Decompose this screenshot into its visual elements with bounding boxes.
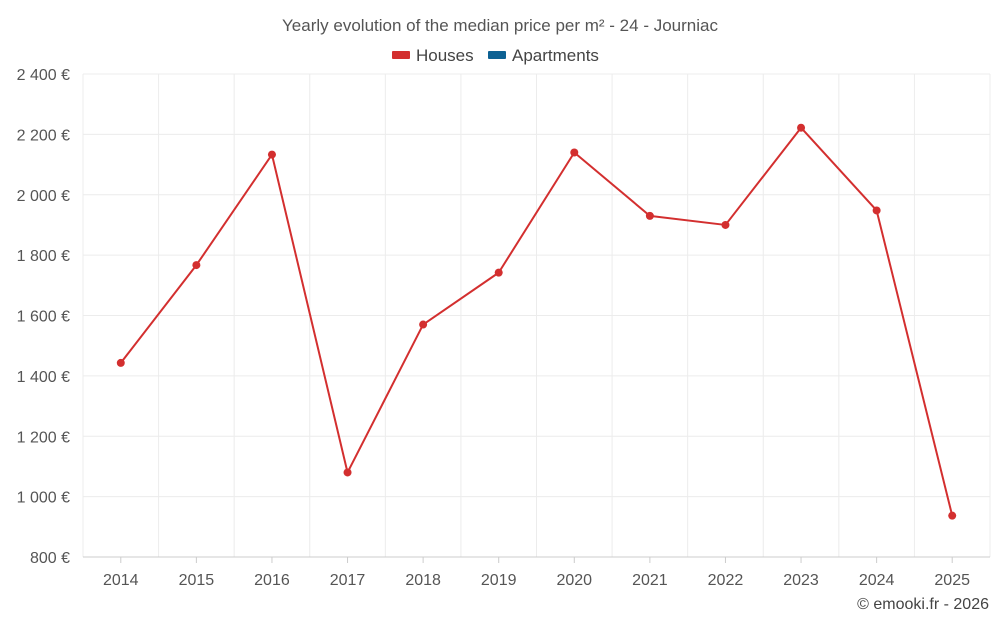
credit-text: © emooki.fr - 2026: [857, 596, 989, 613]
legend-label-houses: Houses: [416, 46, 474, 65]
x-tick-label: 2023: [783, 572, 819, 589]
legend-item-houses[interactable]: Houses: [392, 46, 474, 65]
legend-swatch-houses: [392, 51, 410, 59]
axes: 800 € 1 000 € 1 200 € 1 400 € 1 600 € 1 800 €…: [17, 67, 990, 589]
x-tick-label: 2015: [179, 572, 215, 589]
x-tick-label: 2014: [103, 572, 139, 589]
x-tick-label: 2024: [859, 572, 895, 589]
data-point-2019[interactable]: [494, 268, 503, 277]
y-tick-label: 800 €: [30, 550, 70, 567]
data-point-2023[interactable]: [797, 123, 806, 132]
x-tick-label: 2018: [405, 572, 441, 589]
series: [116, 123, 957, 520]
data-point-2021[interactable]: [645, 211, 654, 220]
x-tick-label: 2020: [556, 572, 592, 589]
data-point-2017[interactable]: [343, 468, 352, 477]
y-tick-label: 2 200 €: [17, 127, 70, 144]
data-point-2020[interactable]: [570, 148, 579, 157]
x-tick-label: 2021: [632, 572, 668, 589]
y-tick-label: 1 000 €: [17, 490, 70, 507]
data-point-2016[interactable]: [267, 150, 276, 159]
legend: Houses Apartments: [392, 46, 599, 65]
x-tick-label: 2016: [254, 572, 290, 589]
legend-swatch-apartments: [488, 51, 506, 59]
chart-title: Yearly evolution of the median price per…: [282, 16, 718, 35]
data-point-2018[interactable]: [419, 320, 428, 329]
y-tick-label: 1 600 €: [17, 309, 70, 326]
y-tick-label: 1 400 €: [17, 369, 70, 386]
data-point-2015[interactable]: [192, 261, 201, 270]
y-tick-label: 1 800 €: [17, 248, 70, 265]
legend-label-apartments: Apartments: [512, 46, 599, 65]
y-tick-label: 2 000 €: [17, 188, 70, 205]
x-tick-label: 2019: [481, 572, 517, 589]
x-tick-label: 2017: [330, 572, 366, 589]
data-point-2022[interactable]: [721, 220, 730, 229]
data-point-2025[interactable]: [948, 511, 957, 520]
data-point-2014[interactable]: [116, 358, 125, 367]
gridlines: [82, 73, 991, 558]
series-line-houses: [119, 126, 954, 516]
y-tick-label: 1 200 €: [17, 429, 70, 446]
data-point-2024[interactable]: [872, 206, 881, 215]
x-tick-label: 2022: [708, 572, 744, 589]
y-tick-label: 2 400 €: [17, 67, 70, 84]
x-tick-label: 2025: [934, 572, 970, 589]
legend-item-apartments[interactable]: Apartments: [488, 46, 599, 65]
